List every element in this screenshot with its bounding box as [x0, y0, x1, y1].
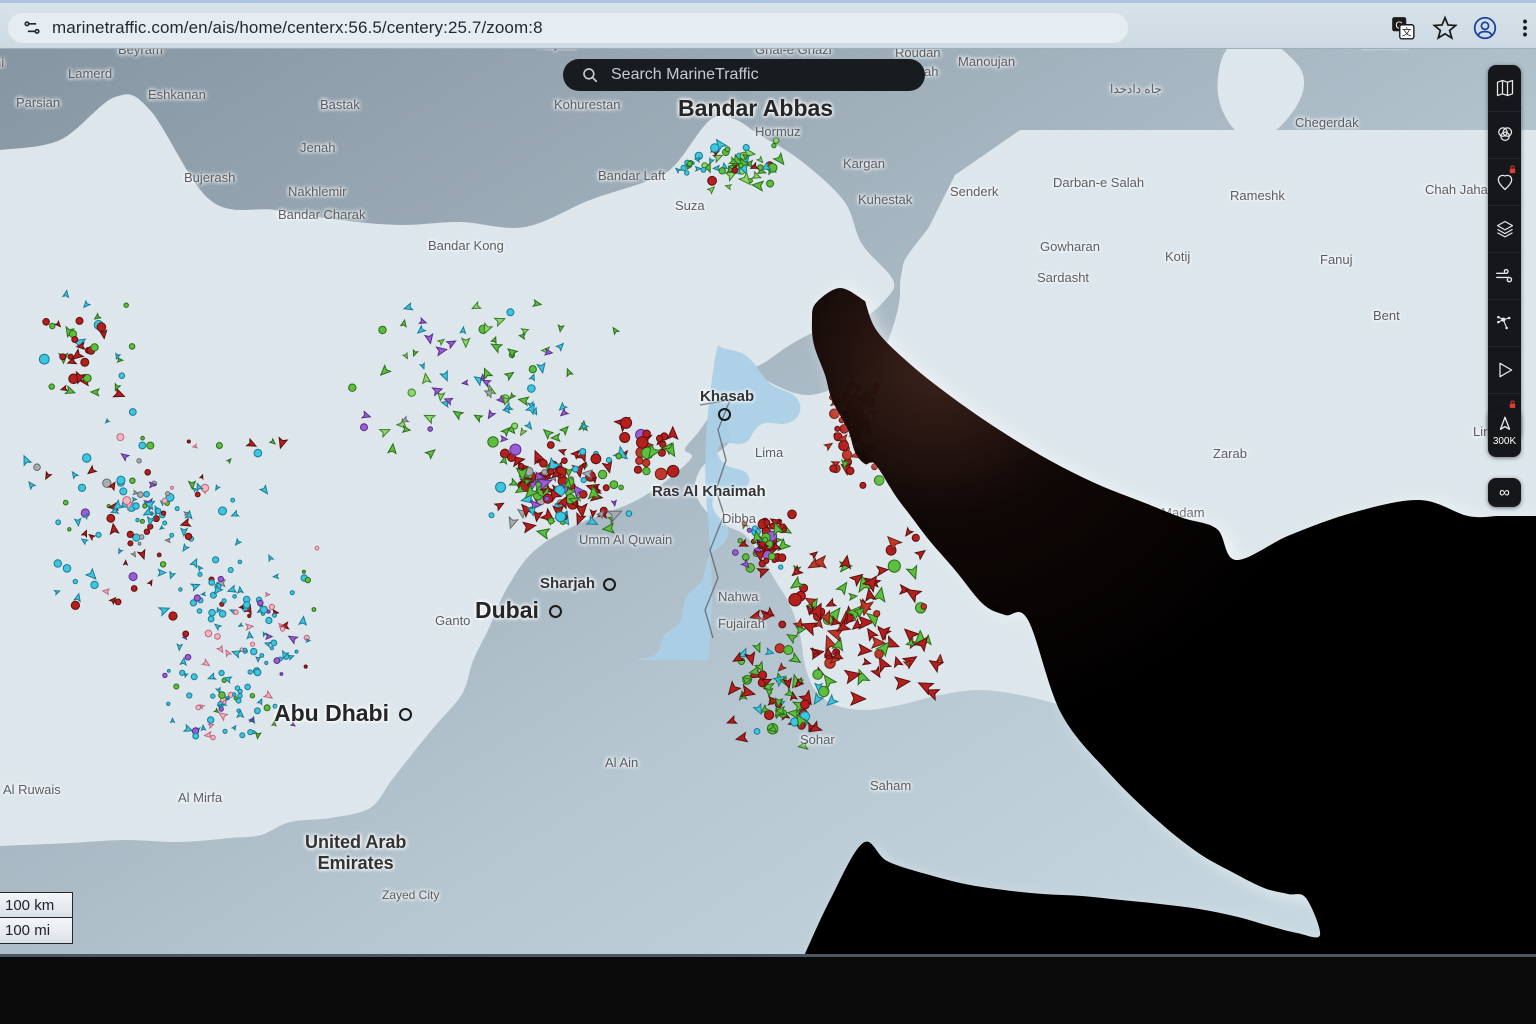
- svg-text:文: 文: [1402, 26, 1412, 39]
